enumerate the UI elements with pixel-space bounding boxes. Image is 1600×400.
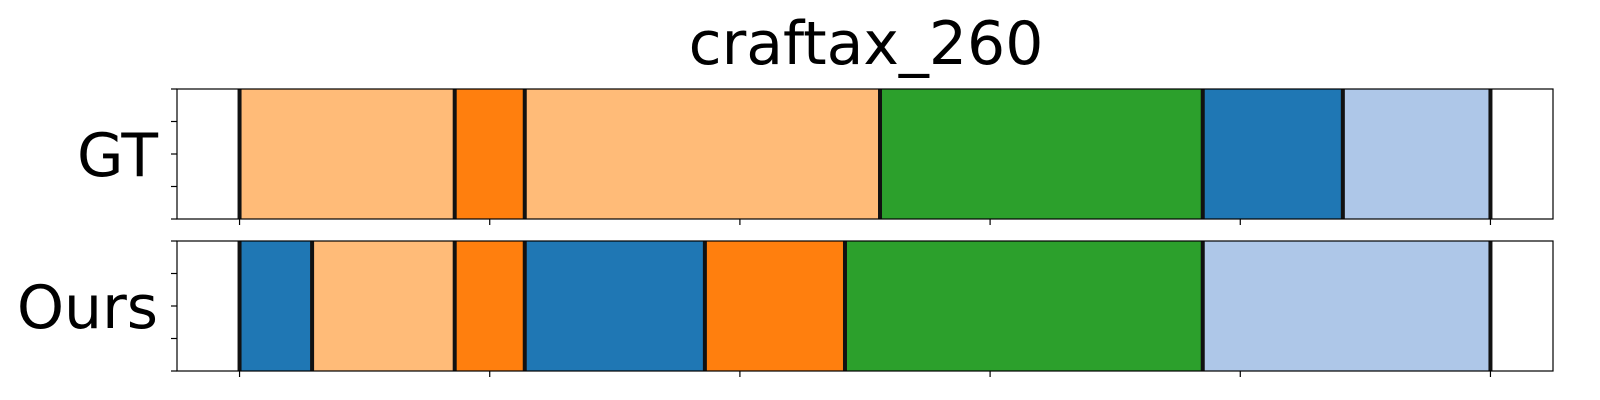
segment-1-6	[1202, 241, 1491, 371]
segment-0-2	[524, 89, 881, 219]
row-label-0: GT	[77, 121, 158, 191]
segment-1-0	[239, 241, 313, 371]
segment-0-3	[880, 89, 1203, 219]
row-0: GT	[77, 88, 1554, 225]
chart-title: craftax_260	[689, 9, 1044, 79]
segment-1-2	[454, 241, 525, 371]
segment-1-3	[524, 241, 705, 371]
row-label-1: Ours	[17, 273, 158, 343]
segment-1-4	[704, 241, 845, 371]
segment-0-4	[1202, 89, 1343, 219]
segment-0-1	[454, 89, 525, 219]
segment-1-5	[844, 241, 1203, 371]
row-1: Ours	[17, 240, 1554, 377]
segment-0-0	[239, 89, 455, 219]
rows-layer: GT Ours	[17, 88, 1554, 377]
segment-1-1	[312, 241, 455, 371]
segment-0-5	[1342, 89, 1491, 219]
